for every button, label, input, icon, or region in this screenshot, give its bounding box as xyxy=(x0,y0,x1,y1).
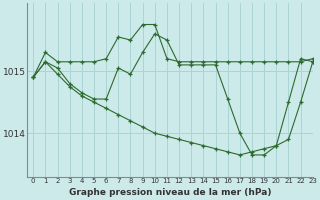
X-axis label: Graphe pression niveau de la mer (hPa): Graphe pression niveau de la mer (hPa) xyxy=(69,188,271,197)
